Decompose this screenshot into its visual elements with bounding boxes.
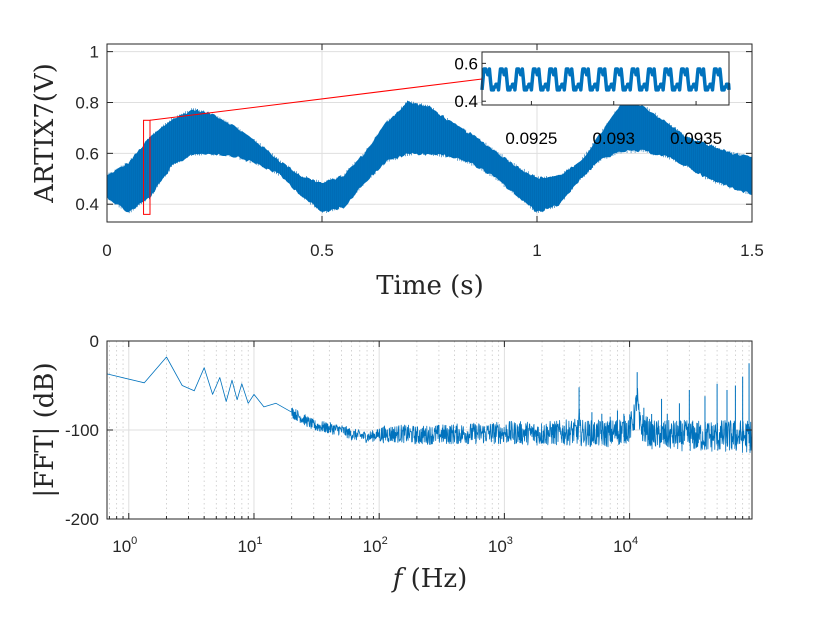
time-plot-waveform <box>106 100 753 214</box>
zoom-region-box <box>143 119 151 215</box>
time-xtick-label-2: 1 <box>532 241 541 260</box>
fft-spectrum-line <box>106 356 753 454</box>
inset-xtick-label-1: 0.093 <box>592 129 635 148</box>
fft-ytick-label-0: 0 <box>90 332 99 351</box>
fft-xtick-label-1: 101 <box>237 535 262 556</box>
inset-waveform <box>480 67 731 92</box>
fft-plot-ticks: 100 101 102 103 104 0 -100 -200 <box>65 332 752 556</box>
zoom-connector-line <box>149 78 483 121</box>
time-xtick-label-0: 0 <box>102 241 111 260</box>
fft-plot-xlabel: f (Hz) <box>391 564 468 594</box>
time-plot-frame <box>106 43 753 223</box>
time-xtick-label-1: 0.5 <box>310 241 334 260</box>
fft-xlabel-unit: (Hz) <box>402 564 467 594</box>
time-plot-ylabel: ARTIX7(V) <box>30 63 60 204</box>
time-plot-xlabel: Time (s) <box>376 271 484 301</box>
fft-plot-spectrum <box>106 356 753 454</box>
time-xtick-label-3: 1.5 <box>740 241 764 260</box>
inset-ytick-label-1: 0.6 <box>454 54 478 73</box>
time-ytick-label-1: 0.6 <box>75 144 99 163</box>
inset-ytick-label-0: 0.4 <box>454 92 478 111</box>
inset-signal-line <box>480 67 731 92</box>
inset-xtick-label-2: 0.0935 <box>670 129 722 148</box>
inset-xtick-label-0: 0.0925 <box>505 129 557 148</box>
time-plot-ticks: 0 0.5 1 1.5 0.4 0.6 0.8 1 <box>75 43 763 260</box>
inset-ticks: 0.0925 0.093 0.0935 0.4 0.6 <box>454 54 722 148</box>
inset-frame <box>481 51 730 106</box>
fft-xtick-label-2: 102 <box>363 535 388 556</box>
fft-xtick-label-4: 104 <box>613 535 638 556</box>
fft-plot: 100 101 102 103 104 0 -100 -200 |FFT| (dB) f (H… <box>30 332 753 594</box>
time-ytick-label-2: 0.8 <box>75 93 99 112</box>
fft-xtick-label-3: 103 <box>488 535 513 556</box>
time-ytick-label-0: 0.4 <box>75 195 99 214</box>
fft-plot-ylabel: |FFT| (dB) <box>30 362 60 497</box>
time-ytick-label-3: 1 <box>90 43 99 62</box>
zoom-inset: 0.0925 0.093 0.0935 0.4 0.6 <box>454 51 731 148</box>
fft-xtick-label-0: 100 <box>112 535 137 556</box>
time-plot: 0 0.5 1 1.5 0.4 0.6 0.8 1 ARTIX7(V) Time (s) 0.… <box>30 43 764 301</box>
fft-ytick-label-2: -200 <box>65 510 99 529</box>
fft-ytick-label-1: -100 <box>65 421 99 440</box>
